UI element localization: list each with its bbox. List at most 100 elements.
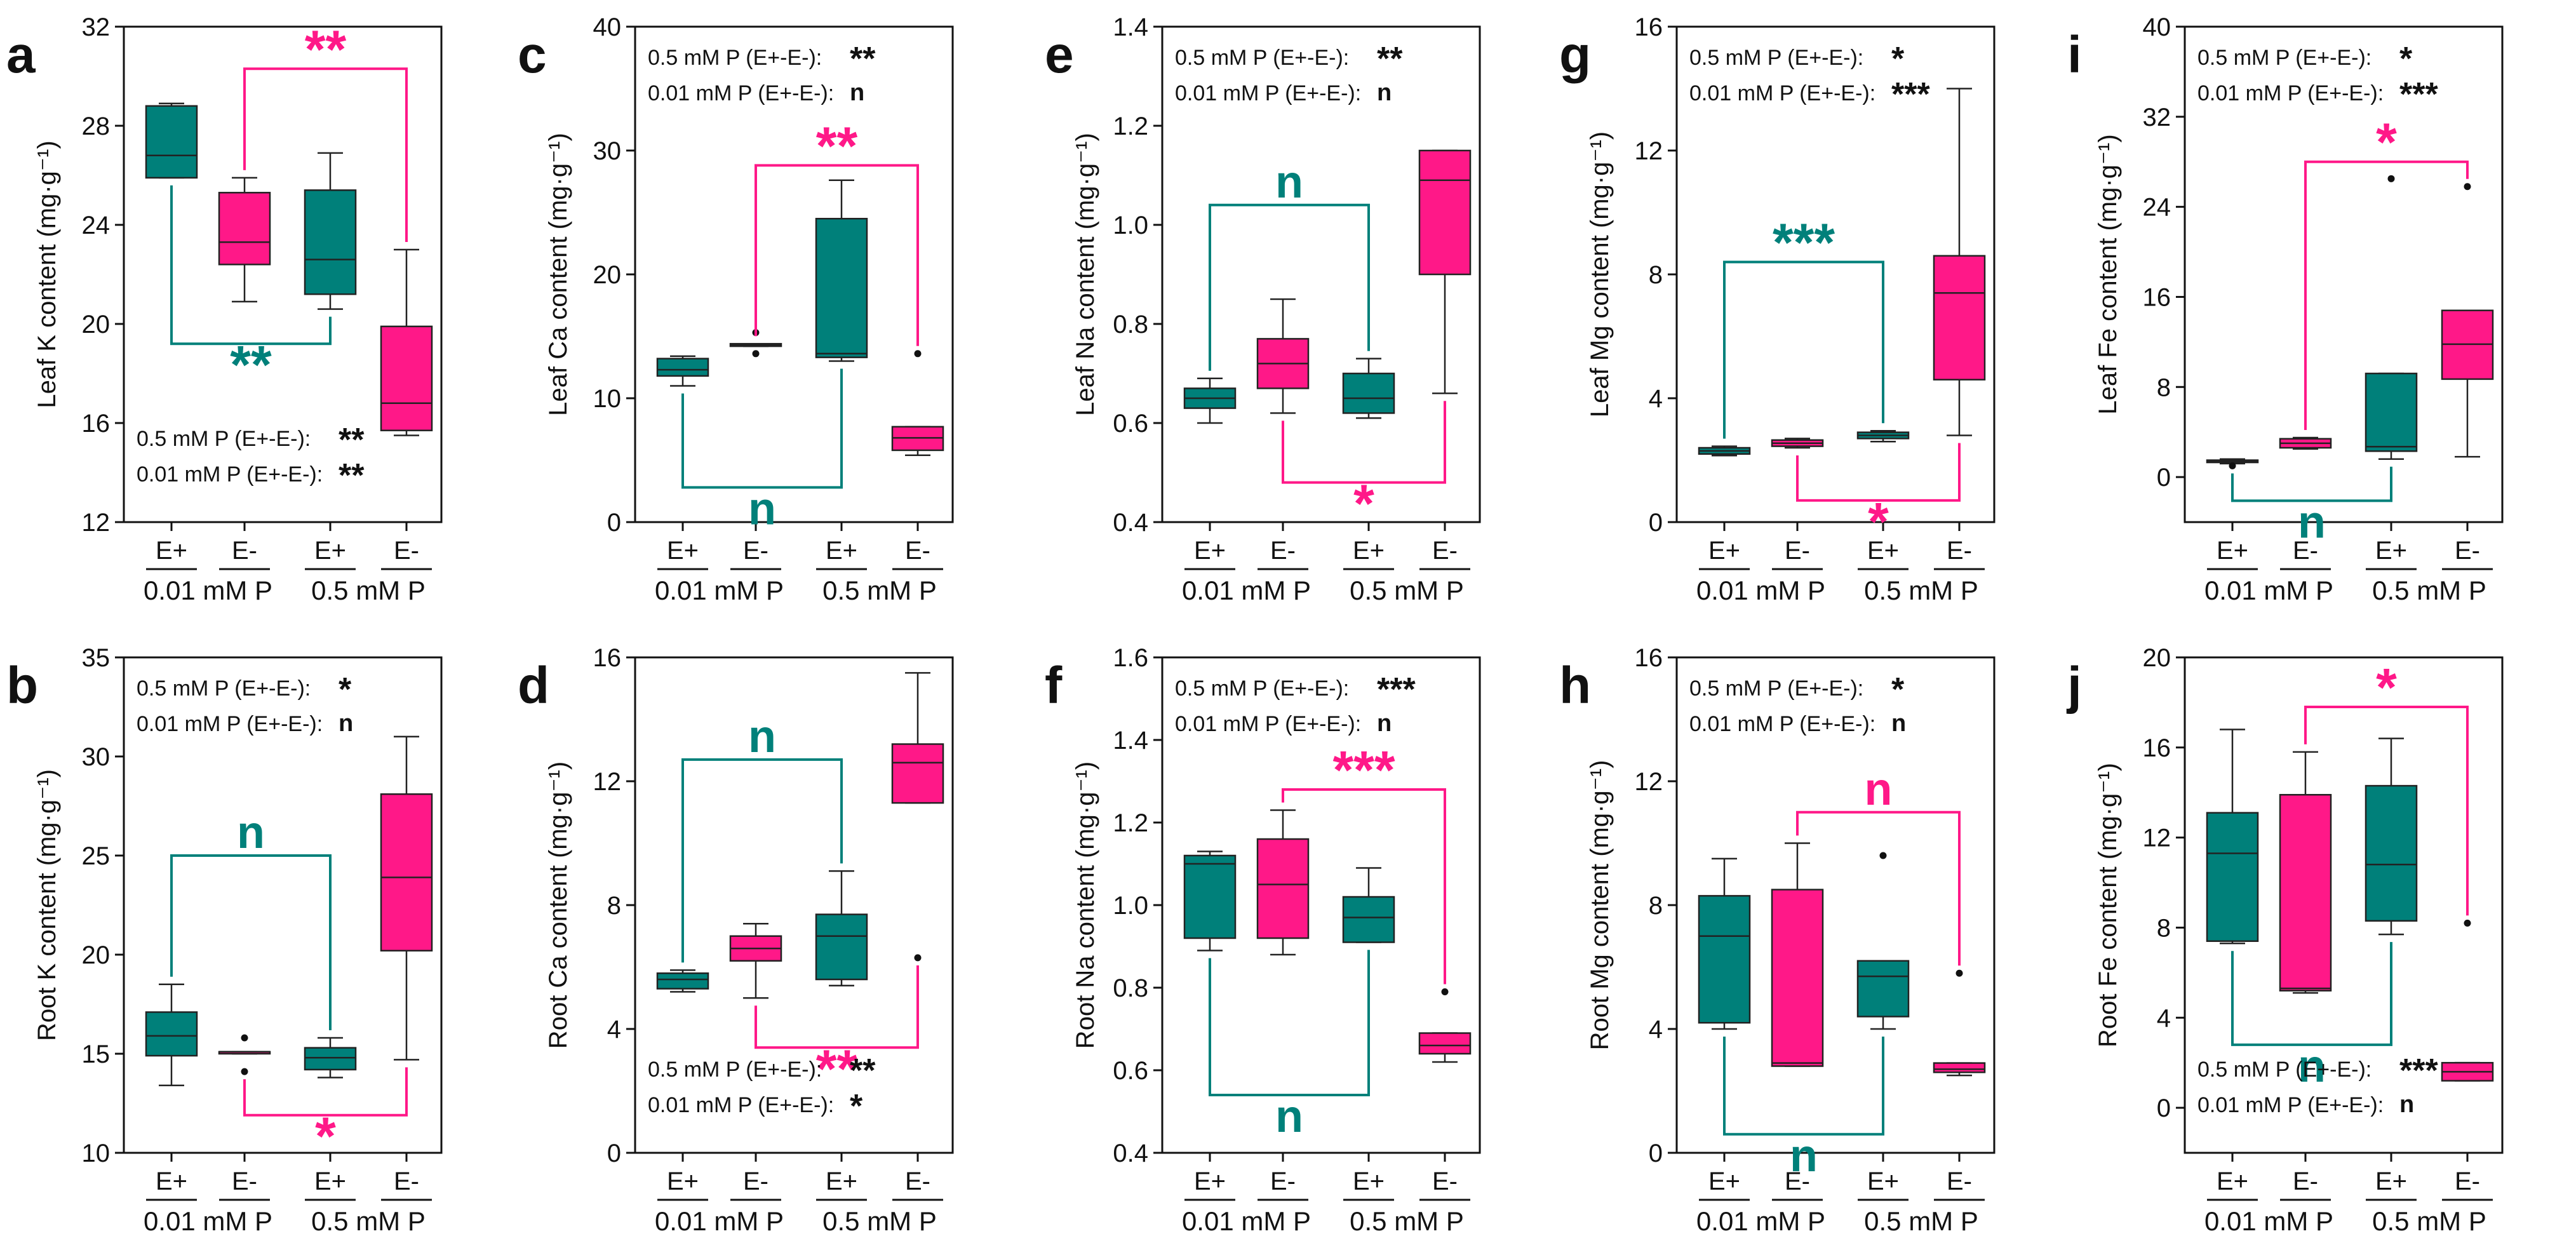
group-label-low-p: 0.01 mM P — [1182, 1206, 1311, 1236]
group-label-high-p: 0.5 mM P — [2372, 1206, 2486, 1236]
stats-label: 0.5 mM P (E+-E-): — [1175, 46, 1349, 70]
stats-row: 0.5 mM P (E+-E-): * — [1689, 41, 1905, 77]
y-axis-label: Root Na content (mg·g⁻¹) — [1071, 762, 1099, 1049]
box-e-minus — [380, 248, 433, 436]
bracket-label: n — [2298, 497, 2326, 548]
x-tick-label: E+ — [1708, 537, 1740, 565]
bracket-label: n — [237, 807, 265, 858]
iqr-box — [304, 189, 357, 295]
x-tick-label: E- — [1785, 1167, 1810, 1195]
x-tick-label: E- — [2293, 537, 2318, 565]
significance-bracket: * — [1796, 443, 1961, 551]
y-tick-label: 10 — [82, 1139, 111, 1167]
y-tick-label: 12 — [1635, 768, 1663, 796]
bracket-label: n — [748, 711, 776, 762]
stats-label: 0.01 mM P (E+-E-): — [648, 81, 834, 105]
y-tick-label: 20 — [82, 311, 111, 339]
iqr-box — [380, 793, 433, 952]
y-tick-label: 24 — [2143, 194, 2171, 222]
box-e-plus — [2206, 729, 2259, 944]
y-tick-label: 0 — [1649, 509, 1663, 537]
bracket-label: * — [2376, 657, 2397, 717]
y-axis-label: Leaf Ca content (mg·g⁻¹) — [544, 133, 572, 416]
bracket-line — [1282, 788, 1446, 985]
stats-label: 0.01 mM P (E+-E-): — [1175, 712, 1361, 736]
y-tick-label: 32 — [2143, 104, 2171, 131]
stats-row: 0.01 mM P (E+-E-): n — [137, 710, 353, 737]
iqr-box — [1418, 1032, 1472, 1055]
bracket-label: n — [2298, 1041, 2326, 1092]
bracket-line — [681, 758, 843, 963]
y-axis-label: Root Ca content (mg·g⁻¹) — [544, 762, 572, 1049]
stats-significance: *** — [2399, 1052, 2438, 1089]
x-tick-label: E- — [1432, 537, 1458, 565]
outlier-point — [241, 1068, 248, 1075]
box-e-minus — [1771, 842, 1824, 1067]
x-tick-label: E+ — [1867, 537, 1899, 565]
stats-label: 0.5 mM P (E+-E-): — [648, 46, 822, 70]
y-tick-label: 12 — [1635, 137, 1663, 165]
y-tick-label: 8 — [607, 892, 621, 920]
stats-label: 0.01 mM P (E+-E-): — [648, 1093, 834, 1117]
iqr-box — [1418, 149, 1472, 276]
panel-e: e Leaf Na content (mg·g⁻¹) 0.4 0.6 0.8 1.0 1.2… — [1045, 13, 1481, 605]
box-e-minus — [2441, 183, 2494, 458]
stats-label: 0.5 mM P (E+-E-): — [137, 427, 311, 451]
box-e-plus — [1856, 852, 1910, 1030]
x-tick-label: E- — [232, 537, 257, 565]
box-e-plus — [145, 983, 198, 1087]
bracket-line — [1723, 260, 1884, 439]
panel-letter: j — [2066, 657, 2082, 715]
significance-bracket: ** — [755, 116, 919, 346]
bracket-line — [681, 368, 843, 489]
stats-label: 0.5 mM P (E+-E-): — [648, 1058, 822, 1082]
bracket-line — [1796, 810, 1961, 966]
y-tick-label: 16 — [82, 410, 111, 438]
significance-bracket: * — [243, 1067, 408, 1166]
x-tick-label: E+ — [1867, 1167, 1899, 1195]
box-e-plus — [304, 152, 357, 310]
panel-letter: d — [518, 657, 549, 715]
y-tick-label: 16 — [2143, 283, 2171, 311]
significance-bracket: n — [1796, 764, 1961, 966]
stats-row: 0.5 mM P (E+-E-): * — [137, 671, 352, 708]
panel-letter: e — [1045, 26, 1074, 84]
x-tick-label: E- — [232, 1167, 257, 1195]
y-tick-label: 0.4 — [1113, 1139, 1148, 1167]
y-tick-label: 20 — [82, 941, 111, 969]
iqr-box — [1771, 889, 1824, 1067]
iqr-box — [1256, 838, 1310, 939]
iqr-box — [891, 743, 944, 804]
bracket-label: * — [315, 1106, 336, 1166]
x-tick-label: E- — [394, 1167, 419, 1195]
significance-bracket: n — [1209, 950, 1370, 1142]
box-e-plus — [145, 102, 198, 179]
panel-a: a Leaf K content (mg·g⁻¹) 12 16 20 24 28 32 E+ E-… — [6, 13, 443, 605]
box-e-minus — [380, 736, 433, 1061]
outlier-point — [2387, 175, 2395, 182]
x-tick-label: E- — [743, 537, 768, 565]
bracket-line — [1209, 950, 1370, 1096]
stats-label: 0.5 mM P (E+-E-): — [1689, 676, 1863, 701]
bracket-label: n — [1790, 1131, 1818, 1181]
y-tick-label: 1.6 — [1113, 644, 1148, 672]
group-label-low-p: 0.01 mM P — [144, 575, 272, 605]
y-axis-label: Leaf Na content (mg·g⁻¹) — [1071, 133, 1099, 416]
significance-bracket: n — [681, 711, 843, 963]
x-tick-label: E+ — [826, 537, 857, 565]
group-label-low-p: 0.01 mM P — [1182, 575, 1311, 605]
significance-bracket: * — [2304, 657, 2469, 916]
x-tick-label: E+ — [314, 1167, 346, 1195]
bracket-line — [1723, 1037, 1884, 1136]
stats-significance: n — [1377, 710, 1392, 737]
y-tick-label: 10 — [593, 385, 622, 413]
stats-row: 0.01 mM P (E+-E-): *** — [2197, 76, 2438, 113]
y-tick-label: 0 — [2157, 1094, 2171, 1122]
x-tick-label: E+ — [2217, 1167, 2248, 1195]
panel-letter: b — [6, 657, 38, 715]
box-e-plus — [1698, 857, 1751, 1030]
significance-bracket: ** — [170, 185, 332, 394]
stats-significance: * — [1891, 671, 1905, 708]
box-e-plus — [304, 1037, 357, 1079]
